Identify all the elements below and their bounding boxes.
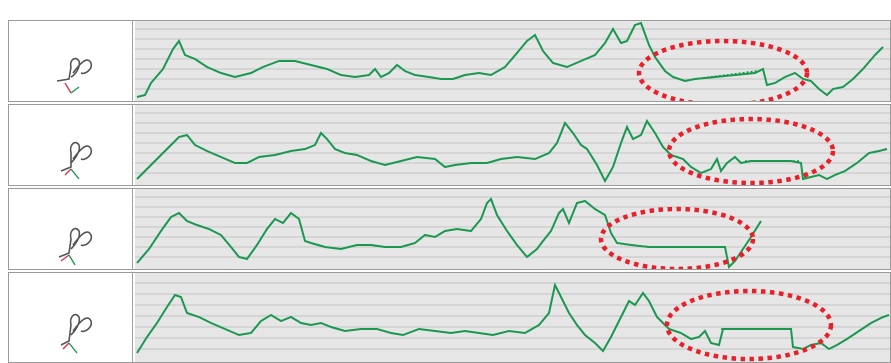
signal-plot-svg — [135, 196, 890, 269]
signature-thumbnail — [9, 105, 133, 185]
signature-row-1 — [8, 20, 891, 102]
signature-row-3 — [8, 188, 891, 270]
signature-thumbnail-icon — [60, 141, 93, 180]
signal-plot — [135, 21, 890, 101]
signature-thumbnail-icon — [56, 57, 93, 94]
signature-thumbnail — [9, 189, 133, 269]
signal-plot — [135, 189, 890, 269]
signature-row-4 — [8, 272, 891, 363]
signal-plot — [135, 105, 890, 185]
signature-thumbnail — [9, 273, 133, 362]
signature-thumbnail — [9, 21, 133, 101]
signature-row-2 — [8, 104, 891, 186]
signal-plot-svg — [135, 112, 890, 185]
signal-plot-svg — [135, 21, 890, 101]
signal-plot — [135, 273, 890, 362]
signature-thumbnail-icon — [60, 313, 93, 354]
signal-plot-svg — [135, 282, 890, 362]
signature-thumbnail-icon — [58, 227, 93, 266]
